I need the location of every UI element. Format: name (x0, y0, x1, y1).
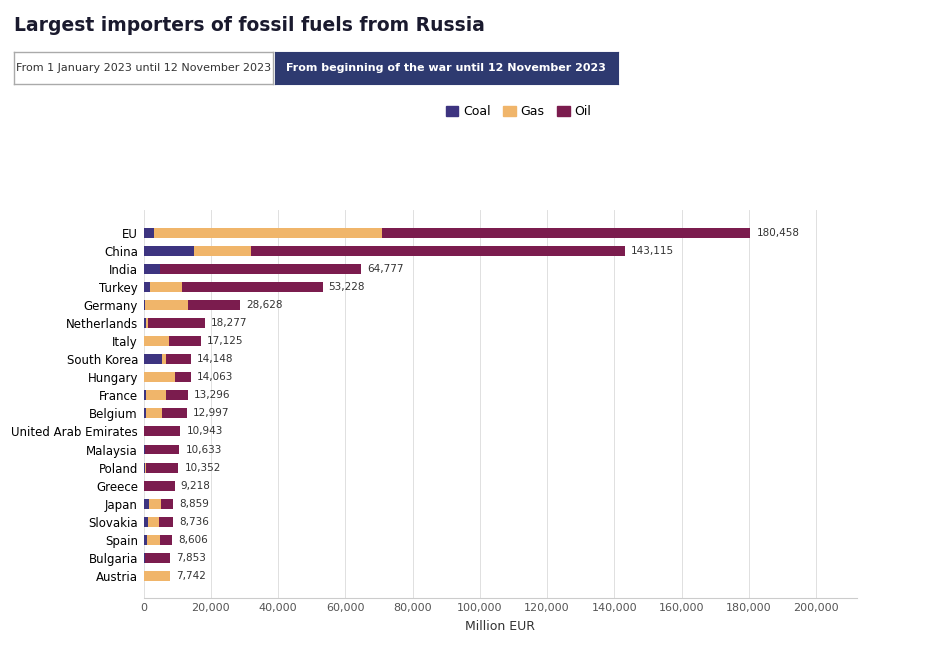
Text: 14,148: 14,148 (197, 355, 233, 364)
Bar (159, 517, 173, 527)
Bar (144, 246, 194, 256)
Bar (176, 372, 191, 382)
Bar (144, 318, 145, 328)
Bar (144, 499, 148, 509)
Bar (145, 408, 162, 419)
Bar (144, 390, 145, 400)
Bar (194, 246, 251, 256)
Bar (144, 535, 146, 545)
Text: Largest importers of fossil fuels from Russia: Largest importers of fossil fuels from R… (14, 16, 485, 35)
Bar (145, 318, 148, 328)
Text: 64,777: 64,777 (368, 264, 404, 274)
Text: 143,115: 143,115 (631, 246, 674, 256)
Text: From 1 January 2023 until 12 November 2023: From 1 January 2023 until 12 November 20… (16, 63, 271, 73)
Bar (144, 282, 150, 292)
Bar (144, 300, 188, 310)
Text: 8,606: 8,606 (179, 535, 208, 545)
Legend: Coal, Gas, Oil: Coal, Gas, Oil (441, 100, 596, 123)
Text: 28,628: 28,628 (246, 300, 282, 310)
Text: 7,853: 7,853 (176, 553, 206, 563)
Text: From beginning of the war until 12 November 2023: From beginning of the war until 12 Novem… (286, 63, 607, 73)
Text: 180,458: 180,458 (757, 228, 799, 238)
Bar (144, 355, 162, 364)
Bar (161, 499, 173, 509)
Bar (251, 246, 625, 256)
Bar (182, 282, 322, 292)
Bar (144, 372, 176, 382)
Bar (144, 336, 169, 346)
Bar (144, 228, 154, 238)
Bar (166, 355, 191, 364)
Text: 9,218: 9,218 (181, 481, 210, 490)
Text: 18,277: 18,277 (211, 318, 247, 328)
Bar (146, 535, 159, 545)
Text: 10,352: 10,352 (184, 463, 220, 472)
Bar (145, 463, 179, 472)
Bar (148, 499, 161, 509)
Bar (144, 553, 170, 563)
Bar (147, 517, 159, 527)
X-axis label: Million EUR: Million EUR (465, 620, 535, 633)
Bar (160, 264, 361, 274)
Bar (148, 318, 205, 328)
Text: 10,633: 10,633 (185, 444, 221, 454)
Bar (162, 408, 187, 419)
Text: 7,742: 7,742 (176, 571, 206, 581)
Text: 8,859: 8,859 (180, 499, 209, 509)
Text: 14,063: 14,063 (197, 372, 233, 382)
Bar (150, 282, 182, 292)
Text: 13,296: 13,296 (194, 390, 231, 400)
Bar (159, 535, 172, 545)
Bar (145, 444, 180, 454)
Text: 10,943: 10,943 (186, 426, 223, 437)
Bar (166, 390, 188, 400)
Bar (162, 355, 166, 364)
Bar (144, 481, 174, 490)
Bar (145, 390, 166, 400)
Text: 17,125: 17,125 (207, 336, 244, 346)
Bar (169, 336, 201, 346)
Bar (154, 228, 382, 238)
Bar (144, 517, 147, 527)
Text: 12,997: 12,997 (194, 408, 230, 419)
Bar (144, 426, 181, 437)
Bar (144, 408, 145, 419)
Bar (144, 444, 145, 454)
Bar (144, 571, 169, 581)
Bar (188, 300, 240, 310)
Text: 53,228: 53,228 (329, 282, 365, 292)
Text: 8,736: 8,736 (179, 517, 209, 527)
Bar (144, 264, 160, 274)
Bar (382, 228, 750, 238)
